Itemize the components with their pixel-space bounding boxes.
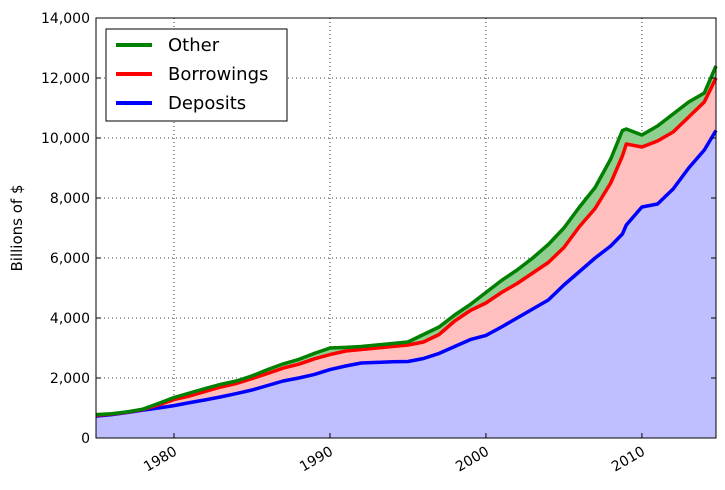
y-tick-label: 6,000 bbox=[50, 251, 90, 267]
plot-frame bbox=[95, 17, 717, 439]
x-tick-label: 1980 bbox=[141, 444, 180, 476]
legend-label-other: Other bbox=[168, 35, 220, 56]
legend-label-borrowings: Borrowings bbox=[168, 64, 268, 85]
series-group bbox=[95, 65, 718, 438]
area-deposits bbox=[96, 130, 716, 438]
y-tick-label: 0 bbox=[81, 431, 90, 447]
x-tick-label: 2000 bbox=[453, 444, 492, 476]
line-other bbox=[95, 65, 718, 417]
y-tick-label: 4,000 bbox=[50, 311, 90, 327]
line-borrowings bbox=[95, 77, 718, 417]
x-tick-label: 2010 bbox=[609, 444, 648, 476]
x-axis: 1980 1990 2000 2010 bbox=[141, 433, 648, 475]
x-tick-label: 1990 bbox=[297, 444, 336, 476]
y-tick-label: 12,000 bbox=[41, 71, 90, 87]
area-borrowings bbox=[96, 78, 716, 417]
y-axis: 0 2,000 4,000 6,000 8,000 10,000 12,000 14,000 bbox=[41, 11, 716, 447]
y-axis-label: Billions of $ bbox=[8, 185, 26, 272]
legend-label-deposits: Deposits bbox=[168, 93, 246, 114]
y-tick-label: 8,000 bbox=[50, 191, 90, 207]
y-tick-label: 14,000 bbox=[41, 11, 90, 27]
y-tick-label: 2,000 bbox=[50, 371, 90, 387]
legend: Other Borrowings Deposits bbox=[105, 28, 288, 122]
line-deposits bbox=[95, 129, 718, 418]
y-tick-label: 10,000 bbox=[41, 131, 90, 147]
